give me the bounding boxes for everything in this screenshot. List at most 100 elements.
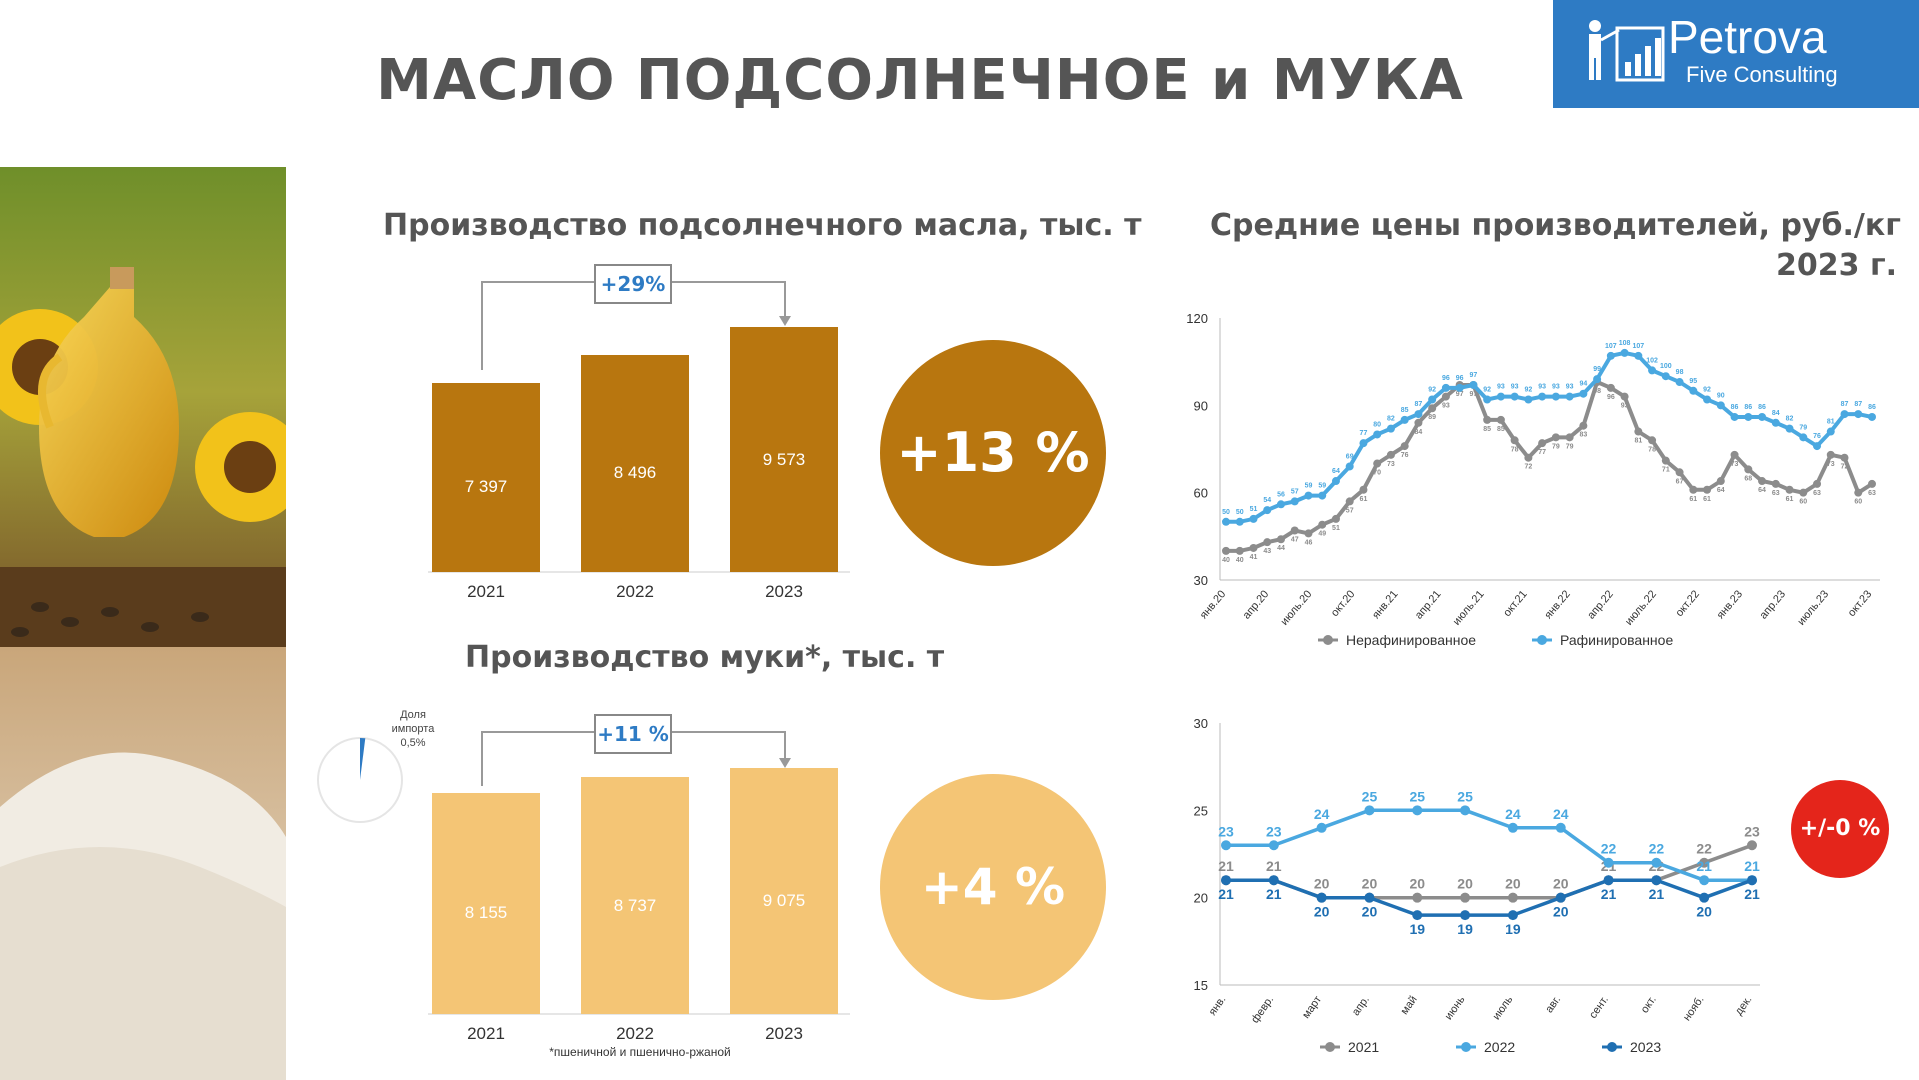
data-label: 63: [1868, 490, 1876, 497]
x-tick-label: янв.21: [1370, 588, 1401, 621]
data-point: [1620, 392, 1629, 401]
data-point: [1483, 395, 1492, 404]
data-label: 96: [1607, 394, 1615, 401]
data-point: [1785, 424, 1794, 433]
data-point: [1507, 892, 1518, 903]
legend-label-Нерафинированное: Нерафинированное: [1346, 632, 1476, 648]
data-label: 71: [1662, 467, 1670, 474]
data-label: 92: [1483, 387, 1491, 394]
flour-change-circle: +4 %: [880, 774, 1106, 1000]
data-label: 87: [1854, 401, 1862, 408]
flour-bar-value-2023: 9 075: [762, 891, 806, 910]
data-point: [1221, 875, 1231, 886]
data-point: [1373, 430, 1382, 439]
data-point: [1555, 822, 1566, 833]
data-label: 82: [1387, 416, 1395, 423]
import-label-value: 0,5%: [400, 737, 426, 749]
data-point: [1840, 410, 1849, 419]
x-tick-label: март: [1300, 994, 1324, 1021]
x-tick-label: окт.23: [1846, 588, 1875, 619]
x-tick-label: авг.: [1543, 994, 1563, 1015]
data-point: [1510, 436, 1519, 445]
data-label: 73: [1387, 461, 1395, 468]
data-label: 79: [1799, 424, 1807, 431]
data-label: 50: [1222, 509, 1230, 516]
data-point: [1268, 840, 1279, 851]
data-point: [1593, 375, 1602, 384]
data-label: 108: [1619, 340, 1631, 347]
x-tick-label: дек.: [1733, 994, 1755, 1018]
x-tick-label: июль: [1490, 994, 1515, 1023]
data-label: 67: [1676, 478, 1684, 485]
page-title: МАСЛО ПОДСОЛНЕЧНОЕ и МУКА: [376, 48, 1464, 113]
x-tick-label: окт.22: [1673, 588, 1702, 619]
data-point: [1290, 497, 1299, 506]
data-point: [1747, 875, 1757, 886]
data-label: 61: [1703, 496, 1711, 503]
data-label: 93: [1621, 403, 1629, 410]
data-label: 64: [1717, 487, 1725, 494]
data-label: 25: [1457, 788, 1473, 804]
data-point: [1868, 479, 1876, 488]
data-label: 41: [1250, 554, 1258, 561]
y-tick-label: 120: [1186, 311, 1208, 326]
data-label: 21: [1266, 886, 1282, 902]
data-label: 54: [1263, 497, 1271, 504]
data-label: 24: [1505, 806, 1521, 822]
data-point: [1469, 380, 1478, 389]
data-label: 22: [1601, 841, 1617, 857]
x-tick-label: июль.20: [1279, 588, 1315, 628]
data-point: [1290, 526, 1299, 535]
data-label: 19: [1457, 921, 1473, 937]
data-point: [1221, 840, 1231, 851]
data-point: [1854, 410, 1863, 419]
data-point: [1496, 392, 1505, 401]
data-label: 21: [1266, 858, 1282, 874]
data-label: 60: [1799, 499, 1807, 506]
oil-year-label-2021: 2021: [467, 582, 505, 601]
data-label: 87: [1841, 401, 1849, 408]
flour-footnote: *пшеничной и пшенично-ржаной: [549, 1045, 731, 1059]
data-point: [1634, 427, 1643, 436]
data-label: 20: [1553, 904, 1569, 920]
data-label: 98: [1676, 369, 1684, 376]
data-label: 63: [1813, 490, 1821, 497]
data-point: [1699, 892, 1710, 903]
data-label: 44: [1277, 545, 1285, 552]
y-tick-label: 30: [1194, 573, 1208, 588]
data-point: [1345, 462, 1354, 471]
flour-price-change-circle: +/-0 %: [1791, 780, 1889, 878]
legend-label-2023: 2023: [1630, 1039, 1661, 1055]
x-tick-label: апр.22: [1585, 588, 1616, 621]
data-label: 21: [1696, 858, 1712, 874]
data-point: [1758, 412, 1767, 421]
prices-subtitle: 2023 г.: [1776, 248, 1898, 283]
data-label: 97: [1456, 391, 1464, 398]
flour-growth-badge: +11 %: [594, 714, 672, 754]
legend-dot-2022: [1461, 1042, 1471, 1052]
y-tick-label: 25: [1194, 803, 1208, 818]
logo-subtitle: Five Consulting: [1686, 62, 1838, 87]
data-point: [1771, 418, 1780, 427]
data-point: [1538, 392, 1547, 401]
data-label: 21: [1601, 886, 1617, 902]
x-tick-label: апр.: [1350, 994, 1372, 1018]
data-point: [1813, 479, 1822, 488]
data-point: [1373, 459, 1382, 468]
data-label: 23: [1266, 823, 1282, 839]
data-point: [1565, 433, 1574, 442]
x-tick-label: апр.23: [1757, 588, 1788, 621]
data-point: [1507, 910, 1518, 921]
data-label: 72: [1841, 464, 1849, 471]
data-point: [1304, 529, 1313, 538]
x-tick-label: июль.22: [1623, 588, 1659, 628]
data-point: [1716, 401, 1725, 410]
import-share-widget: Доля импорта 0,5%: [316, 708, 434, 826]
data-point: [1826, 427, 1835, 436]
data-point: [1496, 415, 1505, 424]
data-point: [1606, 383, 1615, 392]
data-point: [1840, 453, 1849, 462]
data-point: [1412, 892, 1423, 903]
flour-chart-title: Производство муки*, тыс. т: [465, 640, 945, 675]
data-label: 19: [1505, 921, 1521, 937]
